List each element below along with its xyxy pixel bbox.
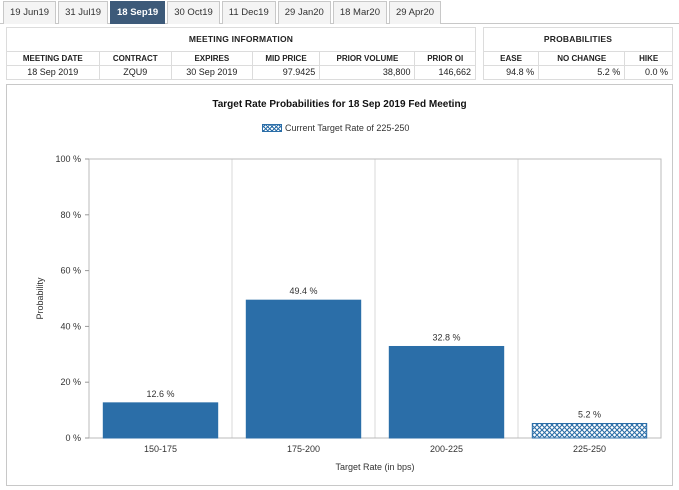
- probabilities-table: PROBABILITIES EASE NO CHANGE HIKE 94.8 %…: [482, 27, 673, 80]
- bar-value-label: 12.6 %: [146, 389, 174, 399]
- header-no-change: NO CHANGE: [538, 51, 626, 66]
- value-no-change: 5.2 %: [538, 65, 626, 80]
- bar-value-label: 5.2 %: [578, 409, 601, 419]
- value-hike: 0.0 %: [624, 65, 673, 80]
- tab-29-jan20[interactable]: 29 Jan20: [277, 1, 331, 24]
- legend-label: Current Target Rate of 225-250: [285, 123, 410, 133]
- value-expires: 30 Sep 2019: [170, 65, 253, 80]
- x-tick-label: 225-250: [573, 444, 606, 454]
- header-prior-oi: PRIOR OI: [414, 51, 476, 66]
- chart-title: Target Rate Probabilities for 18 Sep 201…: [212, 99, 467, 110]
- tab-18-mar20[interactable]: 18 Mar20: [332, 1, 387, 24]
- bar-150-175: [102, 402, 219, 439]
- value-prior-oi: 146,662: [414, 65, 476, 80]
- meeting-info-title: MEETING INFORMATION: [6, 27, 476, 52]
- value-ease: 94.8 %: [482, 65, 540, 80]
- value-mid-price: 97.9425: [251, 65, 321, 80]
- y-tick-label: 80 %: [60, 210, 81, 220]
- bar-175-200: [245, 299, 362, 439]
- tab-18-sep19[interactable]: 18 Sep19: [110, 1, 166, 24]
- y-tick-label: 100 %: [55, 154, 81, 164]
- chart-legend[interactable]: Current Target Rate of 225-250: [262, 123, 409, 133]
- legend-swatch-hatched: [262, 124, 282, 132]
- value-prior-volume: 38,800: [319, 65, 416, 80]
- value-contract: ZQU9: [98, 65, 172, 80]
- header-mid-price: MID PRICE: [251, 51, 321, 66]
- probabilities-title: PROBABILITIES: [483, 27, 673, 52]
- tab-29-apr20[interactable]: 29 Apr20: [388, 1, 442, 24]
- y-axis-title: Probability: [35, 277, 45, 320]
- bar-value-label: 32.8 %: [432, 332, 460, 342]
- y-tick-label: 40 %: [60, 321, 81, 331]
- tab-30-oct19[interactable]: 30 Oct19: [167, 1, 220, 24]
- y-tick-label: 0 %: [65, 433, 81, 443]
- bar-chart: 0 % 20 % 40 % 60 % 80 % 100 % 12.6 % 150-175 49.…: [35, 154, 662, 472]
- y-tick-label: 20 %: [60, 377, 81, 387]
- header-ease: EASE: [482, 51, 540, 66]
- value-meeting-date: 18 Sep 2019: [6, 65, 100, 80]
- x-tick-label: 200-225: [430, 444, 463, 454]
- chart-panel: Target Rate Probabilities for 18 Sep 201…: [6, 84, 673, 486]
- header-expires: EXPIRES: [170, 51, 253, 66]
- plot-frame: [88, 158, 662, 439]
- meeting-tabs: 19 Jun19 31 Jul19 18 Sep19 30 Oct19 11 Dec19…: [0, 0, 679, 24]
- x-tick-label: 175-200: [287, 444, 320, 454]
- bar-225-250: [531, 422, 648, 439]
- header-prior-volume: PRIOR VOLUME: [319, 51, 416, 66]
- header-meeting-date: MEETING DATE: [6, 51, 100, 66]
- header-contract: CONTRACT: [98, 51, 172, 66]
- tab-31-jul19[interactable]: 31 Jul19: [58, 1, 109, 24]
- y-tick-label: 60 %: [60, 266, 81, 276]
- bar-value-label: 49.4 %: [289, 286, 317, 296]
- x-axis-title: Target Rate (in bps): [335, 462, 414, 472]
- tab-19-jun19[interactable]: 19 Jun19: [3, 1, 57, 24]
- bar-200-225: [388, 345, 505, 439]
- meeting-information-table: MEETING INFORMATION MEETING DATE CONTRAC…: [6, 27, 476, 80]
- tab-11-dec19[interactable]: 11 Dec19: [221, 1, 276, 24]
- header-hike: HIKE: [624, 51, 673, 66]
- x-tick-label: 150-175: [144, 444, 177, 454]
